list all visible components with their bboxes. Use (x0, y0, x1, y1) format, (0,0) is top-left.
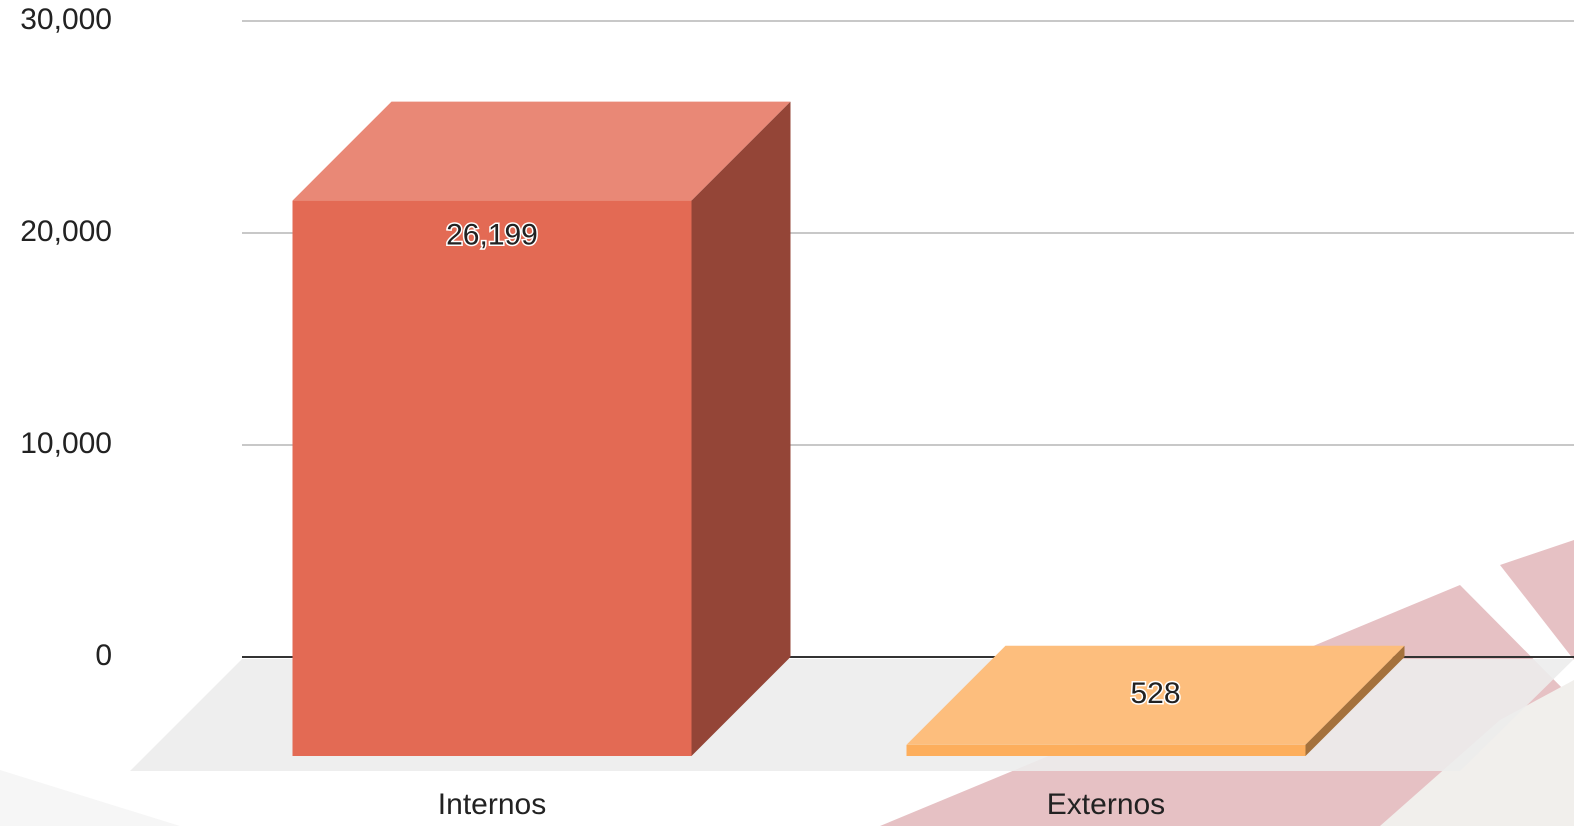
bar-front (292, 200, 692, 757)
decor-shape (1500, 540, 1574, 660)
value-label: 26,199 (446, 219, 538, 252)
bar-front (906, 744, 1306, 756)
y-tick-label: 10,000 (20, 427, 112, 460)
bar-top (292, 101, 791, 201)
y-tick-label: 0 (95, 639, 112, 672)
x-tick-label: Internos (438, 788, 546, 821)
decor-shape (0, 770, 180, 826)
bar-side (691, 101, 791, 757)
value-label: 528 (1130, 677, 1180, 710)
bar-side (1305, 645, 1405, 756)
x-tick-label: Externos (1047, 788, 1165, 821)
bar-top (906, 645, 1405, 745)
y-tick-label: 30,000 (20, 3, 112, 36)
y-tick-label: 20,000 (20, 215, 112, 248)
